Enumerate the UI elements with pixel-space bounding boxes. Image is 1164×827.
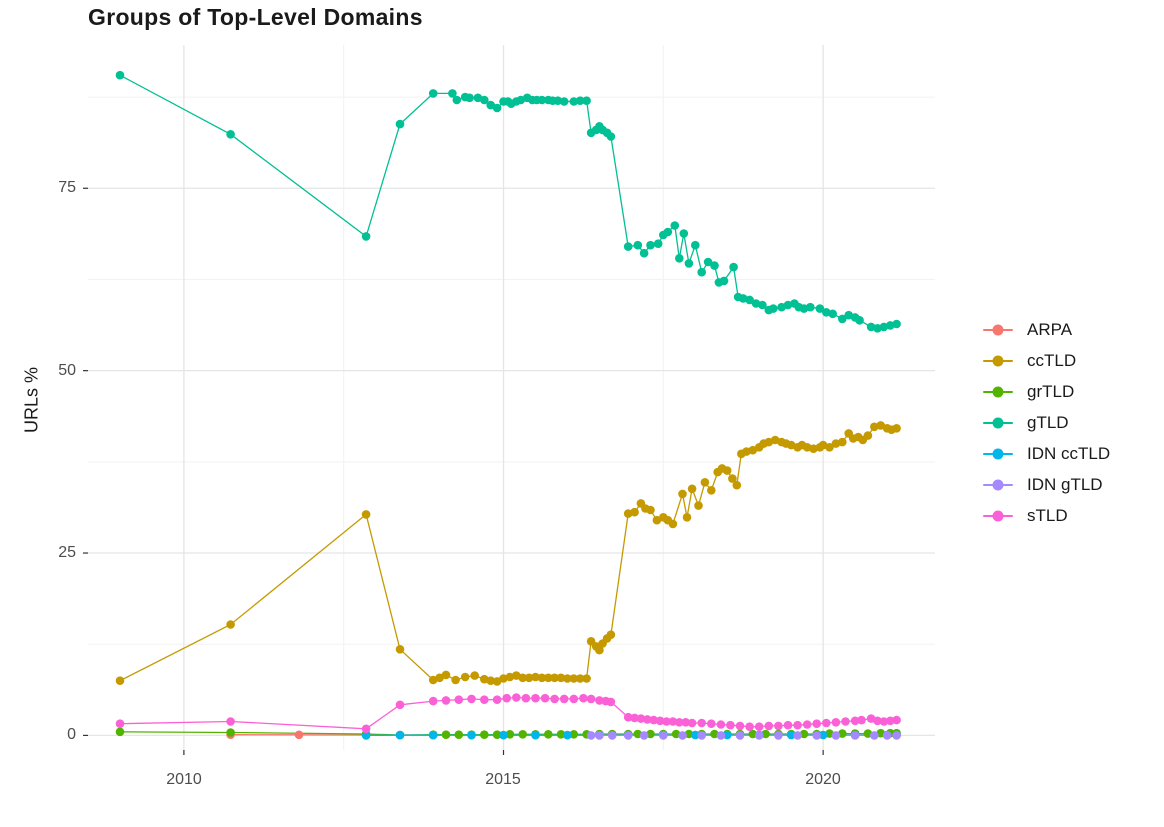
legend-key-line [983,324,1013,335]
legend-label: gTLD [1027,412,1069,432]
legend-item-idn-gtld: IDN gTLD [983,473,1110,496]
chart-title: Groups of Top-Level Domains [88,4,423,30]
legend-key-line [983,510,1013,521]
y-tick-label-25: 25 [58,544,76,561]
legend-key-line [983,386,1013,397]
legend-label: sTLD [1027,505,1068,525]
line-chart [83,45,935,755]
legend-key-dot [992,324,1004,335]
legend-item-idn-cctld: IDN ccTLD [983,442,1110,465]
y-tick-label-0: 0 [67,726,76,743]
plot-panel [83,45,935,755]
legend-item-arpa: ARPA [983,318,1110,341]
x-tick-label-2020: 2020 [805,771,841,788]
legend-key-dot [992,448,1004,459]
legend-key-dot [992,386,1004,397]
legend-label: ARPA [1027,319,1073,339]
legend-key-dot [992,417,1004,428]
legend-label: IDN gTLD [1027,474,1103,494]
legend-item-grtld: grTLD [983,380,1110,403]
legend-key-line [983,448,1013,459]
legend: ARPA ccTLD grTLD gTLD IDN ccTLD IDN gTLD… [983,318,1110,527]
legend-key-dot [992,510,1004,521]
x-tick-label-2015: 2015 [485,771,521,788]
legend-label: ccTLD [1027,350,1077,370]
y-tick-label-50: 50 [58,362,76,379]
legend-item-gtld: gTLD [983,411,1110,434]
legend-key-dot [992,355,1004,366]
legend-key-line [983,479,1013,490]
y-tick-label-75: 75 [58,179,76,196]
legend-label: IDN ccTLD [1027,443,1111,463]
legend-key-line [983,417,1013,428]
legend-label: grTLD [1027,381,1075,401]
legend-item-cctld: ccTLD [983,349,1110,372]
legend-key-line [983,355,1013,366]
x-tick-label-2010: 2010 [166,771,202,788]
legend-key-dot [992,479,1004,490]
legend-item-stld: sTLD [983,504,1110,527]
